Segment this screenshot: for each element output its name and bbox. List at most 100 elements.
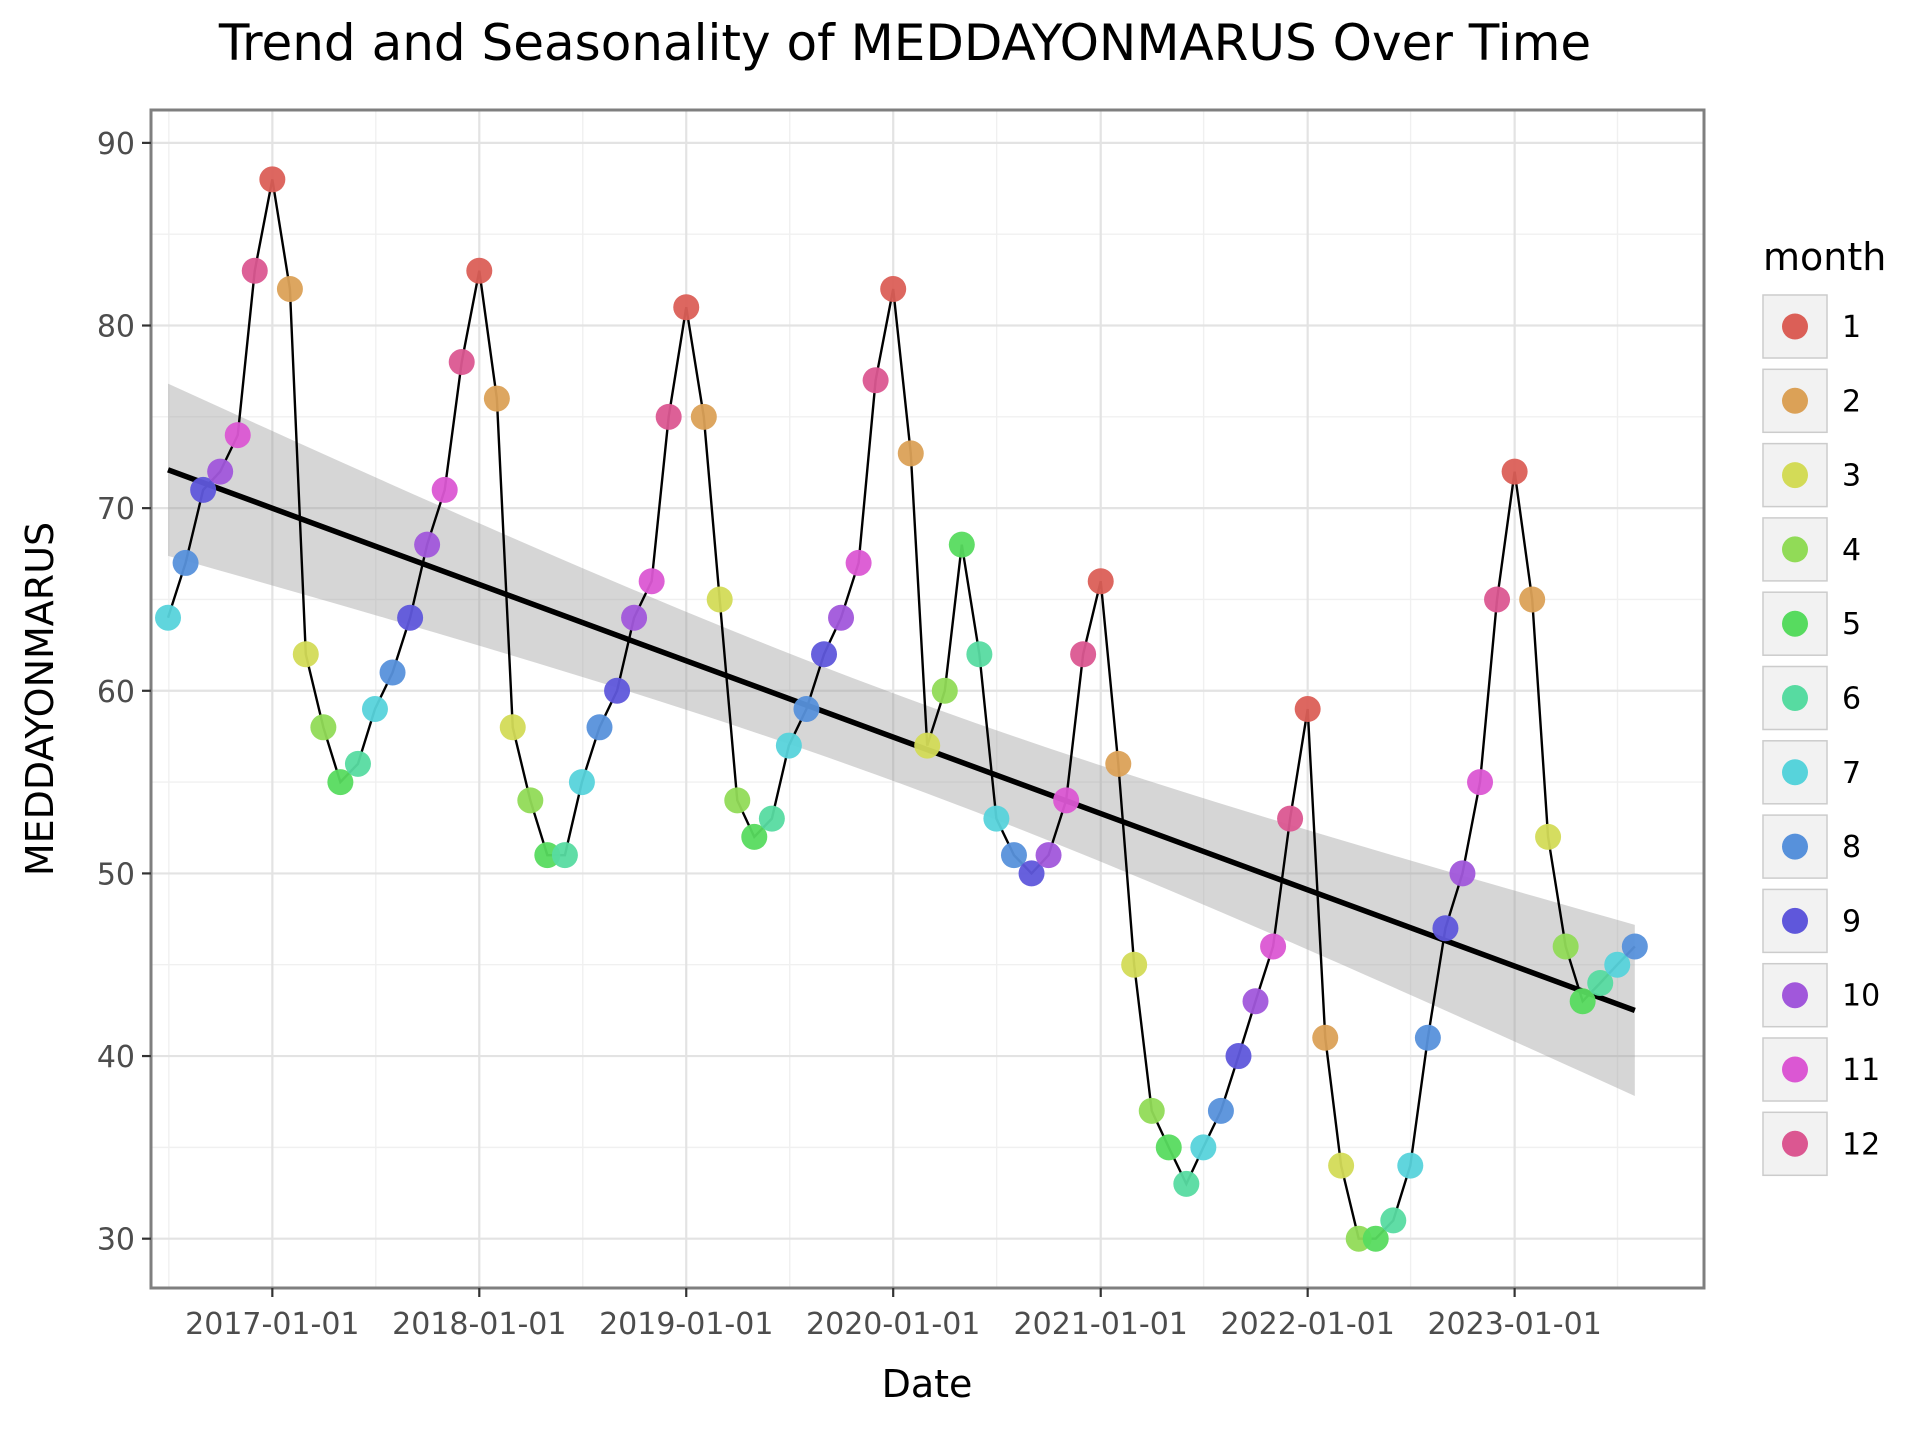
data-point (568, 769, 595, 796)
data-point (1260, 933, 1287, 960)
legend-label: 8 (1842, 830, 1861, 865)
data-point (1397, 1152, 1424, 1179)
x-tick-label: 2018-01-01 (392, 1307, 566, 1342)
data-point (706, 586, 733, 613)
data-point (344, 750, 371, 777)
data-points-layer (155, 166, 1648, 1252)
data-point (1569, 988, 1596, 1015)
data-point (1087, 568, 1114, 595)
legend-swatch (1782, 610, 1808, 637)
data-point (379, 659, 406, 686)
data-point (448, 349, 475, 376)
data-point (466, 257, 493, 284)
data-point (724, 787, 751, 814)
legend-key (1762, 1111, 1828, 1177)
data-point (897, 440, 924, 467)
data-point (1587, 969, 1614, 996)
data-point (1053, 787, 1080, 814)
data-point (207, 458, 234, 485)
data-point (845, 549, 872, 576)
data-point (1225, 1043, 1252, 1070)
data-point (948, 531, 975, 558)
x-tick-label: 2023-01-01 (1427, 1307, 1601, 1342)
legend-swatch (1782, 387, 1808, 414)
data-point (621, 604, 648, 631)
legend-swatch (1782, 982, 1808, 1009)
legend-swatch (1782, 759, 1808, 786)
y-tick-label: 90 (97, 127, 135, 162)
data-point (862, 367, 889, 394)
trend-line-layer (167, 467, 1636, 1013)
data-point (1121, 951, 1148, 978)
legend-swatch (1782, 833, 1808, 860)
data-point (673, 294, 700, 321)
y-tick-label: 30 (97, 1223, 135, 1258)
data-point (775, 732, 802, 759)
y-axis-title: MEDDAYONMARUS (18, 522, 62, 876)
data-point (1467, 769, 1494, 796)
data-point (241, 257, 268, 284)
data-point (414, 531, 441, 558)
data-point (1449, 860, 1476, 887)
legend-swatch (1782, 462, 1808, 489)
legend-swatch (1782, 1130, 1808, 1157)
data-point (155, 604, 182, 631)
data-point (828, 604, 855, 631)
legend-label: 9 (1842, 904, 1861, 939)
legend-title: month (1763, 235, 1886, 279)
legend-label: 1 (1842, 310, 1861, 345)
legend-label: 6 (1842, 682, 1861, 717)
data-point (1018, 860, 1045, 887)
data-point (224, 422, 251, 449)
data-point (638, 568, 665, 595)
data-point (690, 403, 717, 430)
data-point (397, 604, 424, 631)
data-point (1362, 1225, 1389, 1252)
data-point (292, 641, 319, 668)
legend-swatch (1782, 907, 1808, 934)
data-point (1328, 1152, 1355, 1179)
data-point (811, 641, 838, 668)
data-point (1190, 1134, 1217, 1161)
data-point (1552, 933, 1579, 960)
data-point (310, 714, 337, 741)
x-tick-label: 2017-01-01 (185, 1307, 359, 1342)
plot-panel-border (149, 108, 1706, 1290)
y-tick-label: 60 (97, 675, 135, 710)
data-point (966, 641, 993, 668)
data-point (758, 805, 785, 832)
legend-swatch (1782, 685, 1808, 711)
data-point (361, 696, 388, 723)
data-point (517, 787, 544, 814)
data-point (586, 714, 613, 741)
data-point (1414, 1024, 1441, 1051)
data-point (1519, 586, 1546, 613)
legend-label: 10 (1842, 979, 1880, 1014)
data-point (1105, 750, 1132, 777)
data-point (276, 275, 303, 302)
data-point (1173, 1170, 1200, 1197)
data-point (914, 732, 941, 759)
chart-title: Trend and Seasonality of MEDDAYONMARUS O… (218, 14, 1591, 72)
data-point (190, 476, 217, 503)
data-point (483, 385, 510, 412)
x-tick-label: 2022-01-01 (1220, 1307, 1394, 1342)
y-tick-label: 50 (97, 857, 135, 892)
data-point (1070, 641, 1097, 668)
trend-line (167, 467, 1636, 1013)
data-point (259, 166, 286, 193)
data-point (1535, 823, 1562, 850)
data-point (431, 476, 458, 503)
y-tick-label: 40 (97, 1040, 135, 1075)
data-point (931, 677, 958, 704)
data-point (983, 805, 1010, 832)
data-point (172, 549, 199, 576)
legend-swatch (1782, 1056, 1808, 1083)
data-point (1432, 915, 1459, 942)
x-axis: 2017-01-01 2018-01-01 2019-01-01 2020-01-01… (185, 1288, 1602, 1342)
data-point (1207, 1097, 1234, 1124)
data-point (1000, 842, 1027, 869)
